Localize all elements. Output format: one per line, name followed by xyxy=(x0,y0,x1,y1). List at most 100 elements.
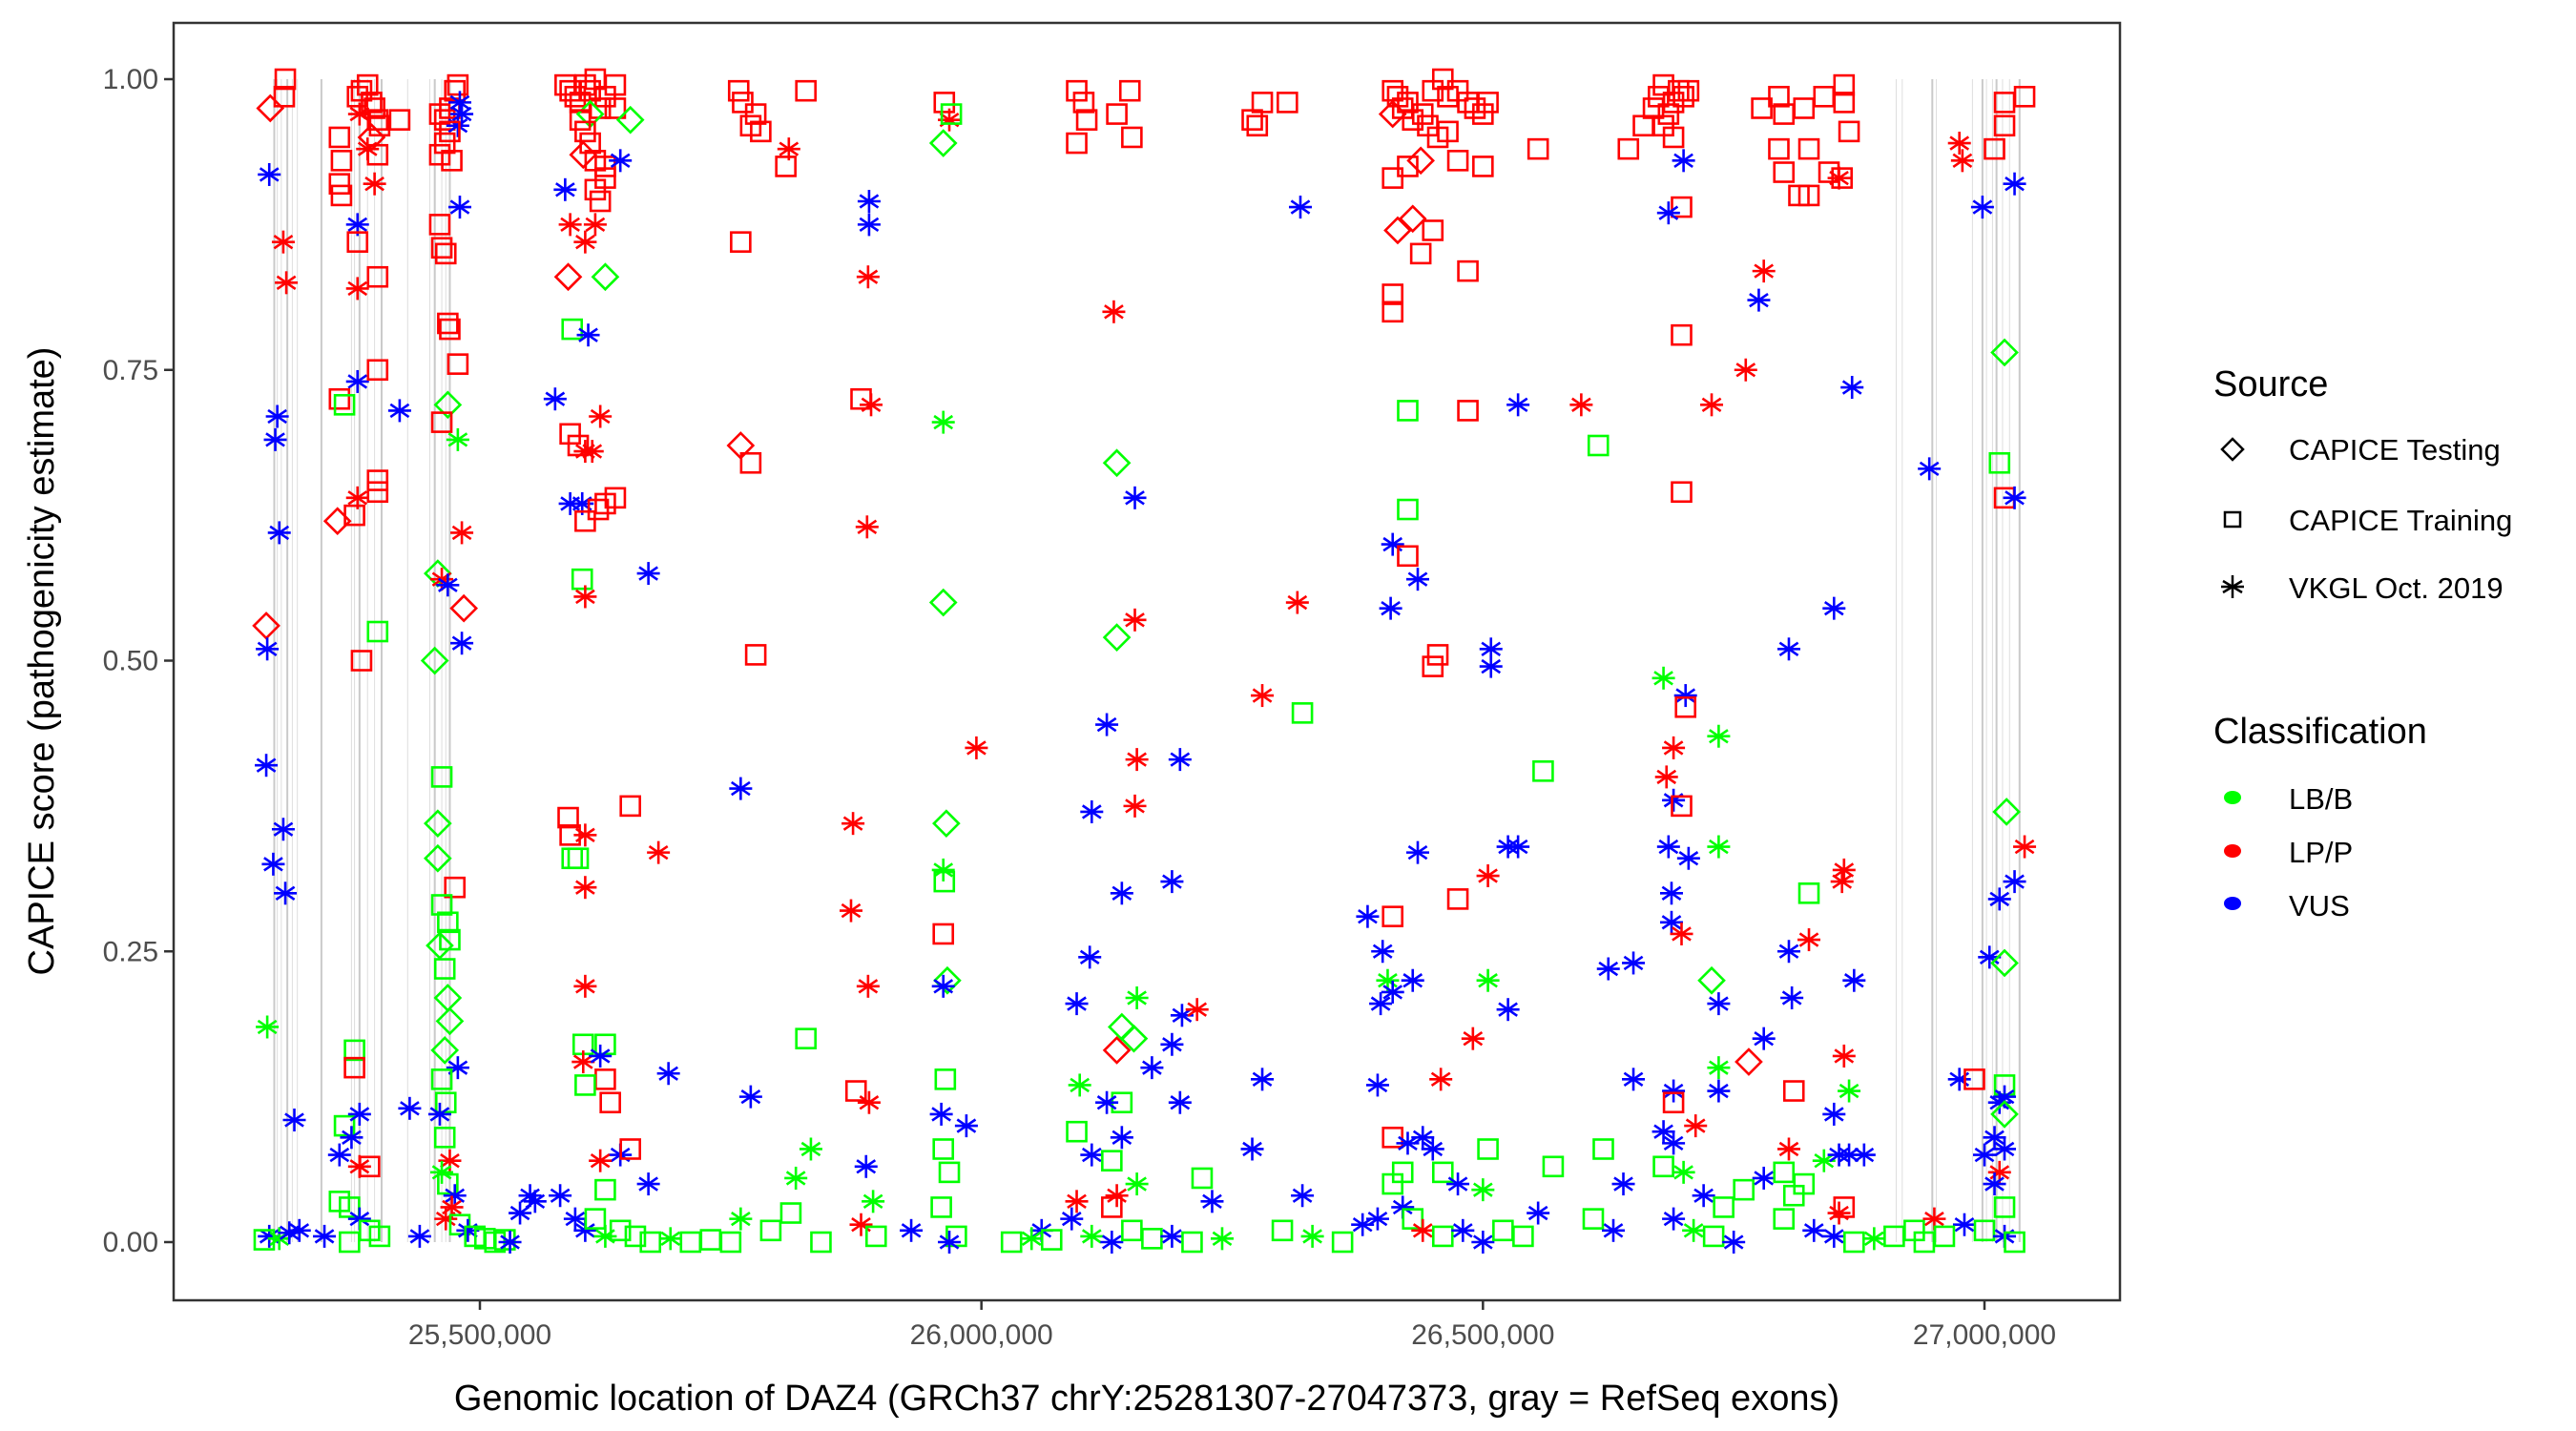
point-vkgl xyxy=(1983,1126,2006,1150)
point-capice-training xyxy=(433,958,456,980)
point-capice-training xyxy=(1797,184,1820,207)
point-capice-training xyxy=(339,1231,361,1254)
point-capice-training xyxy=(366,620,389,643)
asterisk-icon xyxy=(2221,575,2244,598)
point-vkgl xyxy=(258,1224,281,1248)
point-capice-training xyxy=(346,231,369,253)
point-vkgl xyxy=(841,812,865,836)
y-tick-label: 0.75 xyxy=(103,355,158,386)
point-capice-training xyxy=(587,498,610,521)
point-capice-training xyxy=(1431,68,1454,91)
point-vkgl xyxy=(1471,1178,1495,1202)
point-capice-training xyxy=(2013,85,2036,108)
red-dot-icon xyxy=(2224,844,2241,858)
point-vkgl xyxy=(1569,393,1593,417)
point-capice-training xyxy=(430,1068,453,1090)
point-capice-training xyxy=(1072,92,1095,114)
point-vkgl xyxy=(1411,1218,1435,1242)
point-capice-training xyxy=(1040,1229,1063,1251)
point-capice-training xyxy=(330,150,353,172)
legend-label: VKGL Oct. 2019 xyxy=(2289,571,2503,605)
point-vkgl xyxy=(363,172,386,196)
point-vkgl xyxy=(1662,1207,1686,1231)
point-vkgl xyxy=(1840,376,1864,400)
point-capice-training xyxy=(1532,760,1554,782)
point-capice-training xyxy=(1431,1161,1454,1184)
point-capice-training xyxy=(1713,1196,1735,1218)
point-capice-training xyxy=(437,911,459,934)
point-vkgl xyxy=(658,1227,682,1251)
point-vkgl xyxy=(854,1154,878,1178)
point-capice-training xyxy=(1677,79,1700,102)
point-vkgl xyxy=(1125,748,1149,772)
point-vkgl xyxy=(1776,1137,1800,1161)
point-capice-training xyxy=(1883,1225,1905,1248)
point-capice-training xyxy=(810,1231,832,1254)
point-capice-training xyxy=(366,469,389,491)
diamond-icon xyxy=(2220,437,2245,462)
point-capice-training xyxy=(328,387,351,410)
x-tick-label: 26,000,000 xyxy=(910,1319,1053,1351)
point-vkgl xyxy=(573,823,597,847)
point-vkgl xyxy=(436,573,460,597)
point-vkgl xyxy=(347,1207,371,1231)
point-vkgl xyxy=(1160,1032,1184,1056)
point-capice-training xyxy=(366,143,389,166)
point-capice-testing xyxy=(1383,216,1412,245)
point-vkgl xyxy=(434,1207,458,1231)
point-vkgl xyxy=(1102,300,1126,323)
point-capice-testing xyxy=(1102,623,1132,652)
point-vkgl xyxy=(255,754,279,778)
x-tick-label: 26,500,000 xyxy=(1411,1319,1554,1351)
point-vkgl xyxy=(1822,596,1846,620)
point-vkgl xyxy=(1838,1079,1861,1103)
point-vkgl xyxy=(1752,1027,1776,1050)
point-vkgl xyxy=(275,271,299,295)
point-vkgl xyxy=(1722,1231,1746,1254)
point-vkgl xyxy=(430,1160,454,1184)
point-capice-training xyxy=(795,79,817,102)
point-capice-training xyxy=(574,509,596,532)
point-vkgl xyxy=(1656,835,1680,859)
point-vkgl xyxy=(1776,940,1800,964)
point-vkgl xyxy=(1160,870,1184,894)
point-vkgl xyxy=(580,440,604,464)
point-vkgl xyxy=(282,1109,306,1132)
point-capice-testing xyxy=(1102,448,1132,478)
point-vkgl xyxy=(256,637,280,661)
point-capice-testing xyxy=(256,93,285,123)
point-capice-training xyxy=(1833,73,1856,96)
point-capice-training xyxy=(699,1229,722,1251)
point-vkgl xyxy=(1078,945,1102,969)
point-vkgl xyxy=(1707,1079,1731,1103)
point-vkgl xyxy=(1670,922,1693,945)
point-vkgl xyxy=(1673,684,1697,708)
point-capice-training xyxy=(1181,1231,1203,1254)
point-vkgl xyxy=(345,213,369,237)
point-vkgl xyxy=(1822,1102,1846,1126)
point-capice-training xyxy=(1457,400,1479,422)
point-capice-training xyxy=(599,1091,621,1114)
point-vkgl xyxy=(856,974,880,998)
point-capice-testing xyxy=(932,809,961,838)
point-vkgl xyxy=(1602,1218,1626,1242)
point-capice-testing xyxy=(1697,965,1726,995)
point-vkgl xyxy=(340,1126,364,1150)
point-vkgl xyxy=(1780,986,1804,1010)
point-vkgl xyxy=(857,1090,881,1114)
point-vkgl xyxy=(1747,288,1771,312)
point-capice-training xyxy=(1993,92,2016,114)
point-vkgl xyxy=(900,1218,924,1242)
point-capice-training xyxy=(1426,644,1449,666)
point-capice-training xyxy=(1397,545,1419,568)
point-vkgl xyxy=(447,196,471,219)
point-vkgl xyxy=(1300,1224,1324,1248)
x-axis-title: Genomic location of DAZ4 (GRCh37 chrY:25… xyxy=(454,1379,1839,1419)
point-vkgl xyxy=(1405,840,1429,864)
point-capice-training xyxy=(328,126,351,149)
point-capice-testing xyxy=(1398,204,1427,234)
point-capice-testing xyxy=(591,262,620,292)
legend-item-vkgl: VKGL Oct. 2019 xyxy=(2221,571,2503,605)
point-capice-training xyxy=(739,451,762,474)
point-capice-training xyxy=(1671,323,1693,346)
